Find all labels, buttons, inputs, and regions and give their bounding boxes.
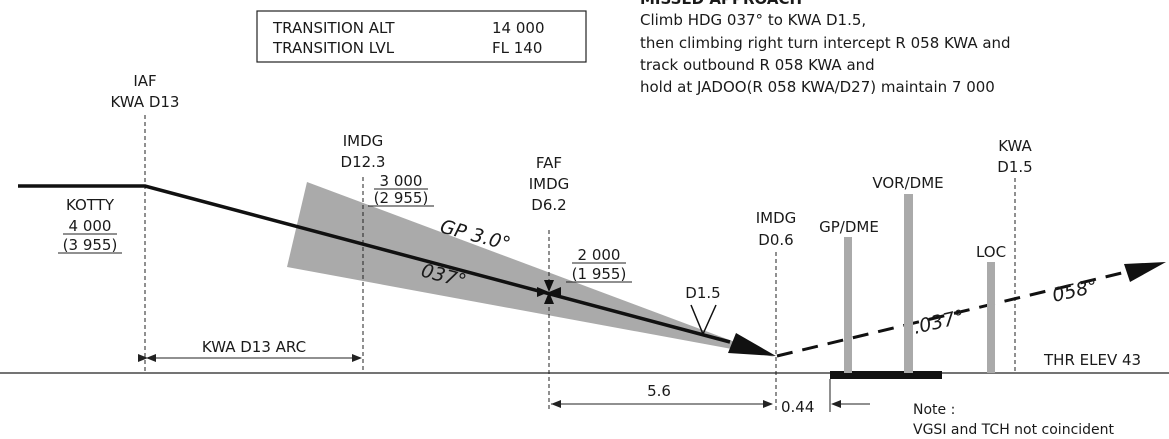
missed-approach-track: [776, 269, 1131, 358]
faf-altitude: 2 000: [578, 246, 621, 264]
glidepath-wedge: [287, 182, 775, 357]
faf-distance: D6.2: [531, 196, 566, 214]
dist-56-label: 5.6: [647, 382, 671, 400]
missed-approach-line-2: then climbing right turn intercept R 058…: [640, 34, 1011, 52]
imdg-d12-height: (2 955): [374, 189, 429, 207]
loc-label: LOC: [976, 243, 1006, 261]
gp-dme-bar: [844, 237, 852, 373]
note-title: Note :: [913, 402, 955, 418]
transition-box: TRANSITION ALT 14 000 TRANSITION LVL FL …: [256, 10, 587, 63]
d15-marker-icon: [690, 304, 717, 336]
missed-course-label: .037°: [911, 306, 966, 339]
transition-alt-value: 14 000: [492, 19, 545, 37]
approach-arrowhead: [728, 333, 776, 356]
approach-track: [18, 184, 731, 344]
missed-approach-arrowhead: [1124, 262, 1166, 282]
kwa-distance: D1.5: [997, 158, 1032, 176]
kotty-height: (3 955): [63, 236, 118, 254]
transition-lvl-value: FL 140: [492, 39, 542, 57]
imdg-d06-distance: D0.6: [758, 231, 793, 249]
arc-arrow-left: [146, 354, 156, 362]
gp-dme-label: GP/DME: [819, 218, 879, 236]
kotty-name: KOTTY: [66, 196, 115, 214]
transition-lvl-label: TRANSITION LVL: [272, 39, 395, 57]
iaf-distance: KWA D13: [111, 93, 180, 111]
threshold-elevation: THR ELEV 43: [1043, 351, 1141, 369]
vor-dme-bar: [904, 194, 913, 373]
imdg-d12-label: IMDG: [343, 132, 384, 150]
imdg-d12-distance: D12.3: [341, 153, 386, 171]
faf-label: FAF: [536, 154, 562, 172]
note-text: VGSI and TCH not coincident: [913, 422, 1115, 438]
loc-bar: [987, 262, 995, 373]
iaf-label: IAF: [133, 72, 156, 90]
transition-alt-label: TRANSITION ALT: [272, 19, 395, 37]
missed-approach-line-1: Climb HDG 037° to KWA D1.5,: [640, 11, 866, 29]
outbound-course-label: 058°: [1050, 275, 1100, 307]
imdg-d12-altitude: 3 000: [380, 172, 423, 190]
faf-cross-icon: [537, 280, 561, 304]
missed-approach-text: MISSED APPROACH Climb HDG 037° to KWA D1…: [640, 0, 1011, 96]
dist-044-label: 0.44: [781, 398, 814, 416]
dist-56-arrow-left: [551, 400, 561, 408]
kotty-altitude: 4 000: [69, 217, 112, 235]
faf-height: (1 955): [572, 265, 627, 283]
d15-label: D1.5: [685, 284, 720, 302]
imdg-d06-label: IMDG: [756, 209, 797, 227]
missed-approach-heading: MISSED APPROACH: [640, 0, 802, 8]
runway-bar: [830, 371, 942, 379]
arc-label: KWA D13 ARC: [202, 338, 306, 356]
kwa-label: KWA: [998, 137, 1032, 155]
missed-approach-line-3: track outbound R 058 KWA and: [640, 56, 875, 74]
vor-dme-label: VOR/DME: [872, 174, 943, 192]
missed-approach-line-4: hold at JADOO(R 058 KWA/D27) maintain 7 …: [640, 78, 995, 96]
faf-sub-label: IMDG: [529, 175, 570, 193]
